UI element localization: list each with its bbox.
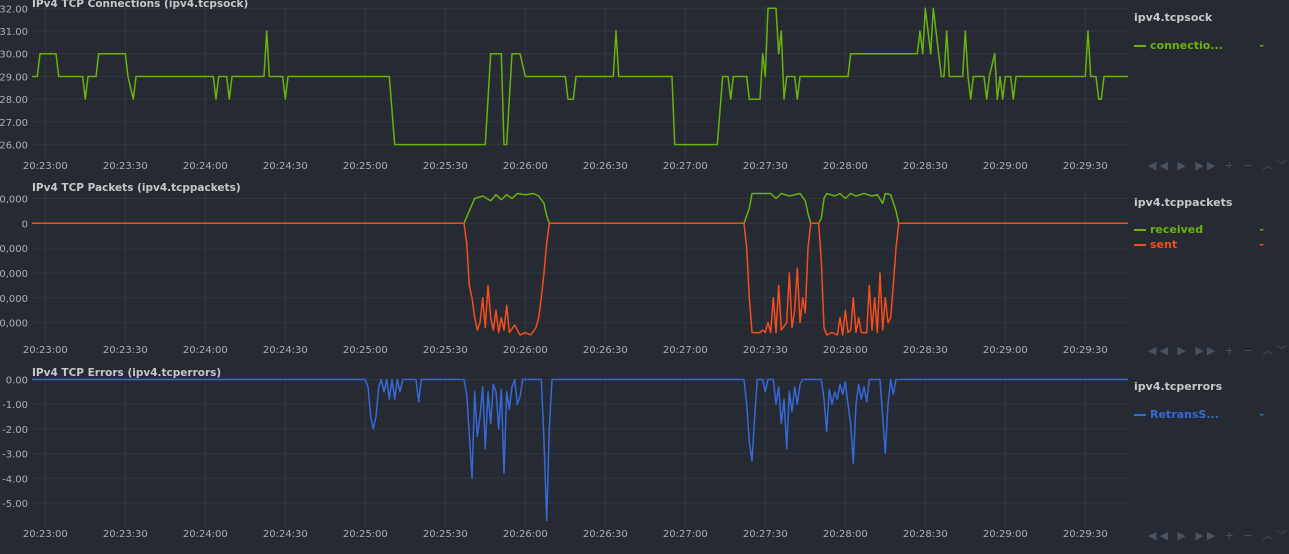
y-tick-label: 26.00 [0, 141, 28, 152]
x-tick-label: 20:25:00 [343, 345, 388, 356]
x-tick-label: 20:27:30 [743, 161, 788, 172]
x-tick-label: 20:26:30 [583, 161, 628, 172]
x-tick-label: 20:23:30 [103, 345, 148, 356]
chart-controls[interactable]: ◀◀ ▶ ▶▶ + − ︿﹀ [1148, 344, 1289, 357]
y-tick-label: 0 [22, 219, 28, 230]
x-tick-label: 20:27:30 [743, 529, 788, 540]
x-tick-label: 20:29:00 [983, 529, 1028, 540]
x-tick-label: 20:24:00 [183, 345, 228, 356]
y-tick-label: 27.00 [0, 118, 28, 129]
legend-value: - [1259, 238, 1264, 251]
legend-swatch [1134, 244, 1146, 246]
x-tick-label: 20:27:00 [663, 161, 708, 172]
x-tick-label: 20:25:30 [423, 345, 468, 356]
x-tick-label: 20:24:30 [263, 529, 308, 540]
x-tick-label: 20:24:30 [263, 161, 308, 172]
series-line-sent [32, 222, 1128, 336]
x-tick-label: 20:25:00 [343, 529, 388, 540]
x-tick-label: 20:23:30 [103, 529, 148, 540]
x-tick-label: 20:28:30 [903, 161, 948, 172]
x-tick-label: 20:24:30 [263, 345, 308, 356]
legend-label: received [1150, 223, 1204, 236]
chart-title: IPv4 TCP Connections (ipv4.tcpsock) [32, 0, 249, 10]
x-tick-label: 20:26:00 [503, 529, 548, 540]
legend-item-connections[interactable]: connectio... - [1134, 39, 1264, 52]
legend-label: connectio... [1150, 39, 1223, 52]
legend-swatch [1134, 414, 1146, 416]
legend-item-sent[interactable]: sent - [1134, 238, 1264, 251]
y-tick-label: 31.00 [0, 27, 28, 38]
x-tick-label: 20:28:30 [903, 529, 948, 540]
legend-label: sent [1150, 238, 1178, 251]
y-tick-label: -30,000 [0, 294, 28, 305]
y-tick-label: 29.00 [0, 72, 28, 83]
legend: ipv4.tcppackets received - sent - [1134, 196, 1274, 251]
series-line-received [32, 192, 1128, 225]
legend-title: ipv4.tcperrors [1134, 380, 1223, 393]
legend-label: RetransS... [1150, 408, 1219, 421]
x-tick-label: 20:28:00 [823, 345, 868, 356]
connections-plot[interactable]: 32.00 31.00 30.00 29.00 28.00 27.00 26.00 20:23… [0, 0, 1130, 185]
legend-swatch [1134, 45, 1146, 47]
legend-value: - [1259, 223, 1264, 236]
x-tick-label: 20:27:00 [663, 529, 708, 540]
x-tick-label: 20:26:00 [503, 345, 548, 356]
x-tick-label: 20:26:00 [503, 161, 548, 172]
x-tick-label: 20:26:30 [583, 529, 628, 540]
y-tick-label: -10,000 [0, 244, 28, 255]
x-tick-label: 20:23:00 [23, 161, 68, 172]
x-tick-label: 20:25:00 [343, 161, 388, 172]
legend-value: - [1259, 408, 1264, 421]
legend-swatch [1134, 229, 1146, 231]
series-line-retranss [32, 378, 1128, 522]
x-tick-label: 20:28:30 [903, 345, 948, 356]
chart-controls[interactable]: ◀◀ ▶ ▶▶ + − ︿﹀ [1148, 529, 1289, 542]
legend-item-received[interactable]: received - [1134, 223, 1264, 236]
chart-title: IPv4 TCP Errors (ipv4.tcperrors) [32, 367, 222, 379]
packets-plot[interactable]: 10,000 0 -10,000 -20,000 -30,000 -40,000 20:23… [0, 185, 1130, 370]
x-tick-label: 20:28:00 [823, 529, 868, 540]
y-tick-label: 28.00 [0, 95, 28, 106]
x-tick-label: 20:23:00 [23, 529, 68, 540]
y-tick-label: 0.00 [6, 375, 28, 386]
chart-title: IPv4 TCP Packets (ipv4.tcppackets) [32, 182, 241, 194]
x-tick-label: 20:23:30 [103, 161, 148, 172]
x-tick-label: 20:29:30 [1063, 529, 1108, 540]
y-tick-label: -5.00 [2, 499, 28, 510]
y-tick-label: 10,000 [0, 194, 28, 205]
errors-chart: 0.00 -1.00 -2.00 -3.00 -4.00 -5.00 20:23:00 20:… [0, 367, 1289, 554]
y-tick-label: 32.00 [0, 4, 28, 15]
x-tick-label: 20:27:00 [663, 345, 708, 356]
connections-chart: 32.00 31.00 30.00 29.00 28.00 27.00 26.00 20:23… [0, 0, 1289, 185]
x-tick-label: 20:24:00 [183, 161, 228, 172]
y-tick-label: 30.00 [0, 50, 28, 61]
legend: ipv4.tcpsock connectio... - [1134, 11, 1274, 52]
legend-title: ipv4.tcpsock [1134, 11, 1213, 24]
chart-controls[interactable]: ◀◀ ▶ ▶▶ + − ︿﹀ [1148, 159, 1289, 172]
legend: ipv4.tcperrors RetransS... - [1134, 380, 1274, 421]
x-tick-label: 20:25:30 [423, 161, 468, 172]
x-tick-label: 20:25:30 [423, 529, 468, 540]
y-tick-label: -1.00 [2, 400, 28, 411]
legend-value: - [1259, 39, 1264, 52]
x-tick-label: 20:29:00 [983, 161, 1028, 172]
series-line-connectio [32, 7, 1128, 146]
y-tick-label: -40,000 [0, 319, 28, 330]
x-tick-label: 20:23:00 [23, 345, 68, 356]
legend-title: ipv4.tcppackets [1134, 196, 1233, 209]
x-tick-label: 20:27:30 [743, 345, 788, 356]
x-tick-label: 20:29:00 [983, 345, 1028, 356]
x-tick-label: 20:29:30 [1063, 161, 1108, 172]
y-tick-label: -20,000 [0, 269, 28, 280]
y-tick-label: -3.00 [2, 450, 28, 461]
x-tick-label: 20:26:30 [583, 345, 628, 356]
errors-plot[interactable]: 0.00 -1.00 -2.00 -3.00 -4.00 -5.00 20:23:00 20:… [0, 370, 1130, 554]
x-tick-label: 20:29:30 [1063, 345, 1108, 356]
x-tick-label: 20:24:00 [183, 529, 228, 540]
packets-chart: 10,000 0 -10,000 -20,000 -30,000 -40,000 20:23… [0, 182, 1289, 370]
y-tick-label: -4.00 [2, 474, 28, 485]
y-tick-label: -2.00 [2, 425, 28, 436]
legend-item-retrans[interactable]: RetransS... - [1134, 408, 1264, 421]
x-tick-label: 20:28:00 [823, 161, 868, 172]
